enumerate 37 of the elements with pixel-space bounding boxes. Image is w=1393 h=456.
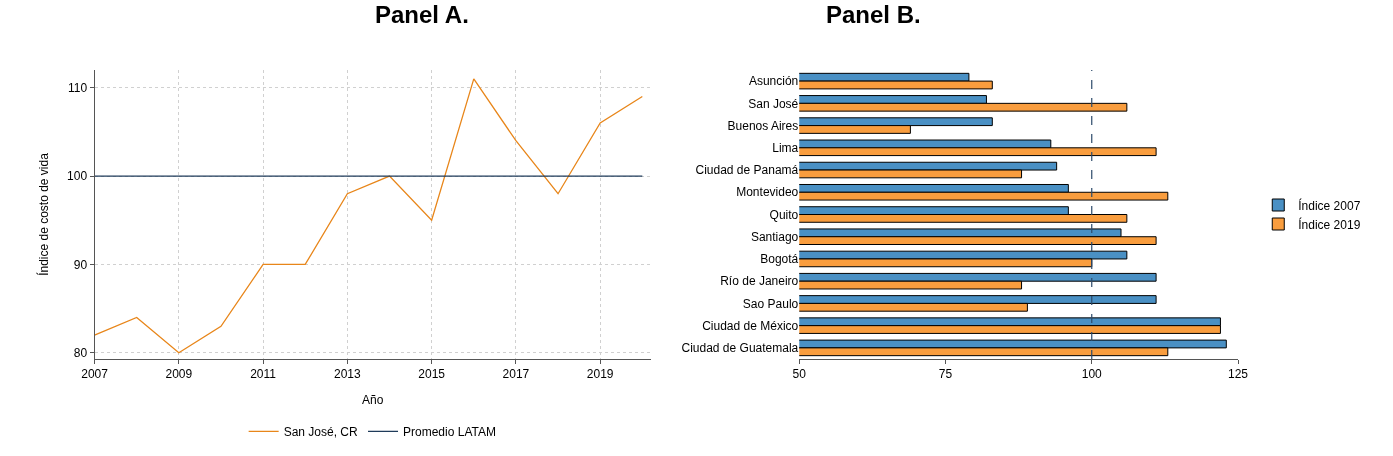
legend-label: Promedio LATAM [403,424,496,439]
x-tick-label: 50 [792,367,807,382]
y-tick-label: Ciudad de México [702,318,799,333]
y-tick-label: Quito [769,207,799,222]
y-tick-label: Santiago [750,229,799,244]
x-tick-label: 2011 [250,367,277,382]
y-tick-label: 90 [73,257,88,272]
chart-title: Panel A. [375,1,469,28]
y-tick-label: 110 [68,80,88,95]
x-tick-label: 2013 [334,367,362,382]
line-series [94,78,643,354]
y-tick-label: San José [748,96,799,111]
x-tick-label: 2017 [502,367,530,382]
chart-title: Panel B. [826,1,921,28]
x-tick-label: 2015 [418,367,446,382]
x-tick-label: 2007 [81,367,109,382]
y-tick-label: Montevideo [736,185,799,200]
legend-label: Índice 2019 [1298,216,1361,232]
y-tick-label: Sao Paulo [742,296,799,311]
y-tick-label: Buenos Aires [727,118,799,133]
legend-label: San José, CR [283,424,359,439]
y-tick-label: Bogotá [760,252,799,267]
y-axis-title: Índice de costo de vida [36,152,52,276]
x-tick-label: 125 [1227,367,1249,382]
y-tick-label: Asunción [748,74,799,89]
y-tick-label: Lima [772,141,799,156]
x-tick-label: 100 [1081,367,1103,382]
x-axis-title: Año [361,393,384,408]
x-tick-label: 2019 [586,367,614,382]
y-tick-label: Ciudad de Guatemala [681,341,799,356]
legend-label: Índice 2007 [1298,197,1361,213]
x-tick-label: 75 [938,367,953,382]
y-tick-label: 100 [67,169,88,184]
y-tick-label: Río de Janeiro [720,274,799,289]
x-tick-label: 2009 [165,367,193,382]
y-tick-label: 80 [73,346,88,361]
y-tick-label: Ciudad de Panamá [695,163,799,178]
